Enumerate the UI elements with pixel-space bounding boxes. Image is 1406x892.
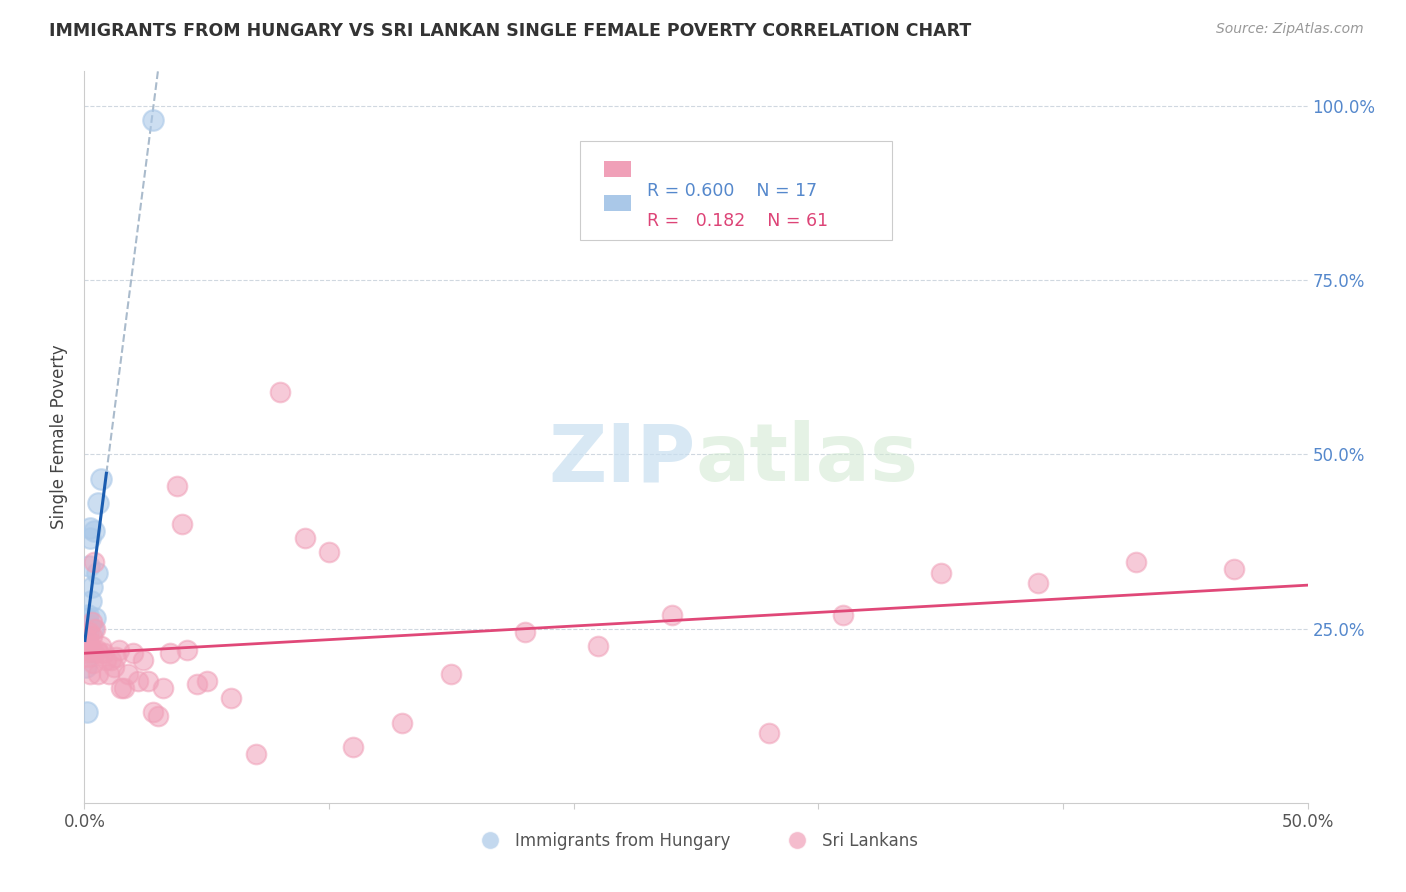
Point: [87, 667, 110, 681]
Point: [110, 681, 132, 695]
Point: [86, 566, 108, 580]
Point: [294, 531, 316, 545]
Point: [90, 639, 112, 653]
Point: [83, 646, 105, 660]
Point: [831, 607, 853, 622]
Point: [76, 705, 98, 719]
Point: [96, 653, 118, 667]
Point: [152, 681, 174, 695]
Point: [83, 524, 105, 538]
Point: [142, 705, 165, 719]
Point: [76, 642, 98, 657]
Point: [318, 545, 340, 559]
Text: IMMIGRANTS FROM HUNGARY VS SRI LANKAN SINGLE FEMALE POVERTY CORRELATION CHART: IMMIGRANTS FROM HUNGARY VS SRI LANKAN SI…: [49, 22, 972, 40]
Point: [76, 639, 98, 653]
Text: R =   0.182    N = 61: R = 0.182 N = 61: [647, 212, 828, 230]
Point: [77, 632, 100, 646]
FancyBboxPatch shape: [605, 195, 631, 211]
Point: [84, 622, 107, 636]
Point: [83, 556, 105, 570]
Point: [166, 479, 188, 493]
Text: ZIP: ZIP: [548, 420, 696, 498]
Text: atlas: atlas: [696, 420, 920, 498]
Point: [136, 673, 159, 688]
Point: [105, 649, 128, 664]
Point: [112, 681, 135, 695]
FancyBboxPatch shape: [579, 141, 891, 240]
Point: [440, 667, 463, 681]
Point: [75, 660, 97, 674]
Text: R = 0.600    N = 17: R = 0.600 N = 17: [647, 182, 817, 200]
FancyBboxPatch shape: [605, 161, 631, 178]
Point: [75, 632, 97, 646]
Point: [79, 521, 101, 535]
Point: [172, 517, 194, 532]
Point: [80, 629, 103, 643]
Point: [86, 642, 108, 657]
Point: [82, 622, 104, 636]
Point: [103, 660, 125, 674]
Point: [100, 653, 122, 667]
Point: [176, 642, 198, 657]
Point: [79, 667, 101, 681]
Point: [77, 607, 100, 622]
Point: [79, 639, 101, 653]
Point: [107, 642, 129, 657]
Point: [77, 642, 100, 657]
Point: [1028, 576, 1050, 591]
Point: [76, 649, 98, 664]
Y-axis label: Single Female Poverty: Single Female Poverty: [51, 345, 69, 529]
Point: [342, 740, 364, 755]
Point: [80, 642, 103, 657]
Point: [269, 384, 291, 399]
Point: [87, 646, 110, 660]
Point: [1125, 556, 1147, 570]
Point: [80, 594, 103, 608]
Point: [87, 496, 110, 510]
Point: [245, 747, 267, 761]
Point: [77, 625, 100, 640]
Point: [127, 673, 149, 688]
Point: [186, 677, 208, 691]
Point: [82, 615, 104, 629]
Point: [758, 726, 780, 740]
Point: [90, 472, 112, 486]
Point: [159, 646, 181, 660]
Point: [219, 691, 242, 706]
Point: [84, 611, 107, 625]
Point: [195, 673, 218, 688]
Point: [146, 708, 169, 723]
Point: [586, 639, 609, 653]
Point: [97, 667, 120, 681]
Point: [142, 113, 165, 128]
Point: [391, 715, 413, 730]
Point: [661, 607, 683, 622]
Point: [77, 618, 100, 632]
Point: [132, 653, 155, 667]
Point: [513, 625, 536, 640]
Point: [122, 646, 145, 660]
Point: [82, 657, 104, 671]
Point: [76, 611, 98, 625]
Point: [93, 646, 115, 660]
Point: [929, 566, 952, 580]
Text: Source: ZipAtlas.com: Source: ZipAtlas.com: [1216, 22, 1364, 37]
Point: [77, 558, 100, 573]
Point: [75, 646, 97, 660]
Point: [117, 667, 139, 681]
Point: [79, 531, 101, 545]
Point: [1223, 562, 1246, 576]
Legend: Immigrants from Hungary, Sri Lankans: Immigrants from Hungary, Sri Lankans: [467, 825, 925, 856]
Point: [80, 580, 103, 594]
